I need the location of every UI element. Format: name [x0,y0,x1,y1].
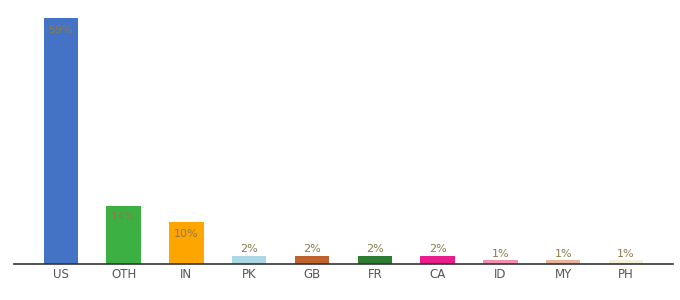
Bar [609,260,643,264]
Text: 2%: 2% [303,244,321,254]
Bar [106,206,141,264]
Text: 1%: 1% [554,249,572,259]
Bar [44,19,78,264]
Text: 10%: 10% [174,229,199,238]
Text: 59%: 59% [48,25,73,35]
Text: 14%: 14% [112,212,136,222]
Bar [483,260,517,264]
Text: 1%: 1% [617,249,634,259]
Text: 2%: 2% [366,244,384,254]
Text: 2%: 2% [240,244,258,254]
Bar [420,256,455,264]
Text: 1%: 1% [492,249,509,259]
Bar [294,256,329,264]
Bar [232,256,267,264]
Bar [169,222,204,264]
Text: 2%: 2% [428,244,447,254]
Bar [546,260,581,264]
Bar [358,256,392,264]
